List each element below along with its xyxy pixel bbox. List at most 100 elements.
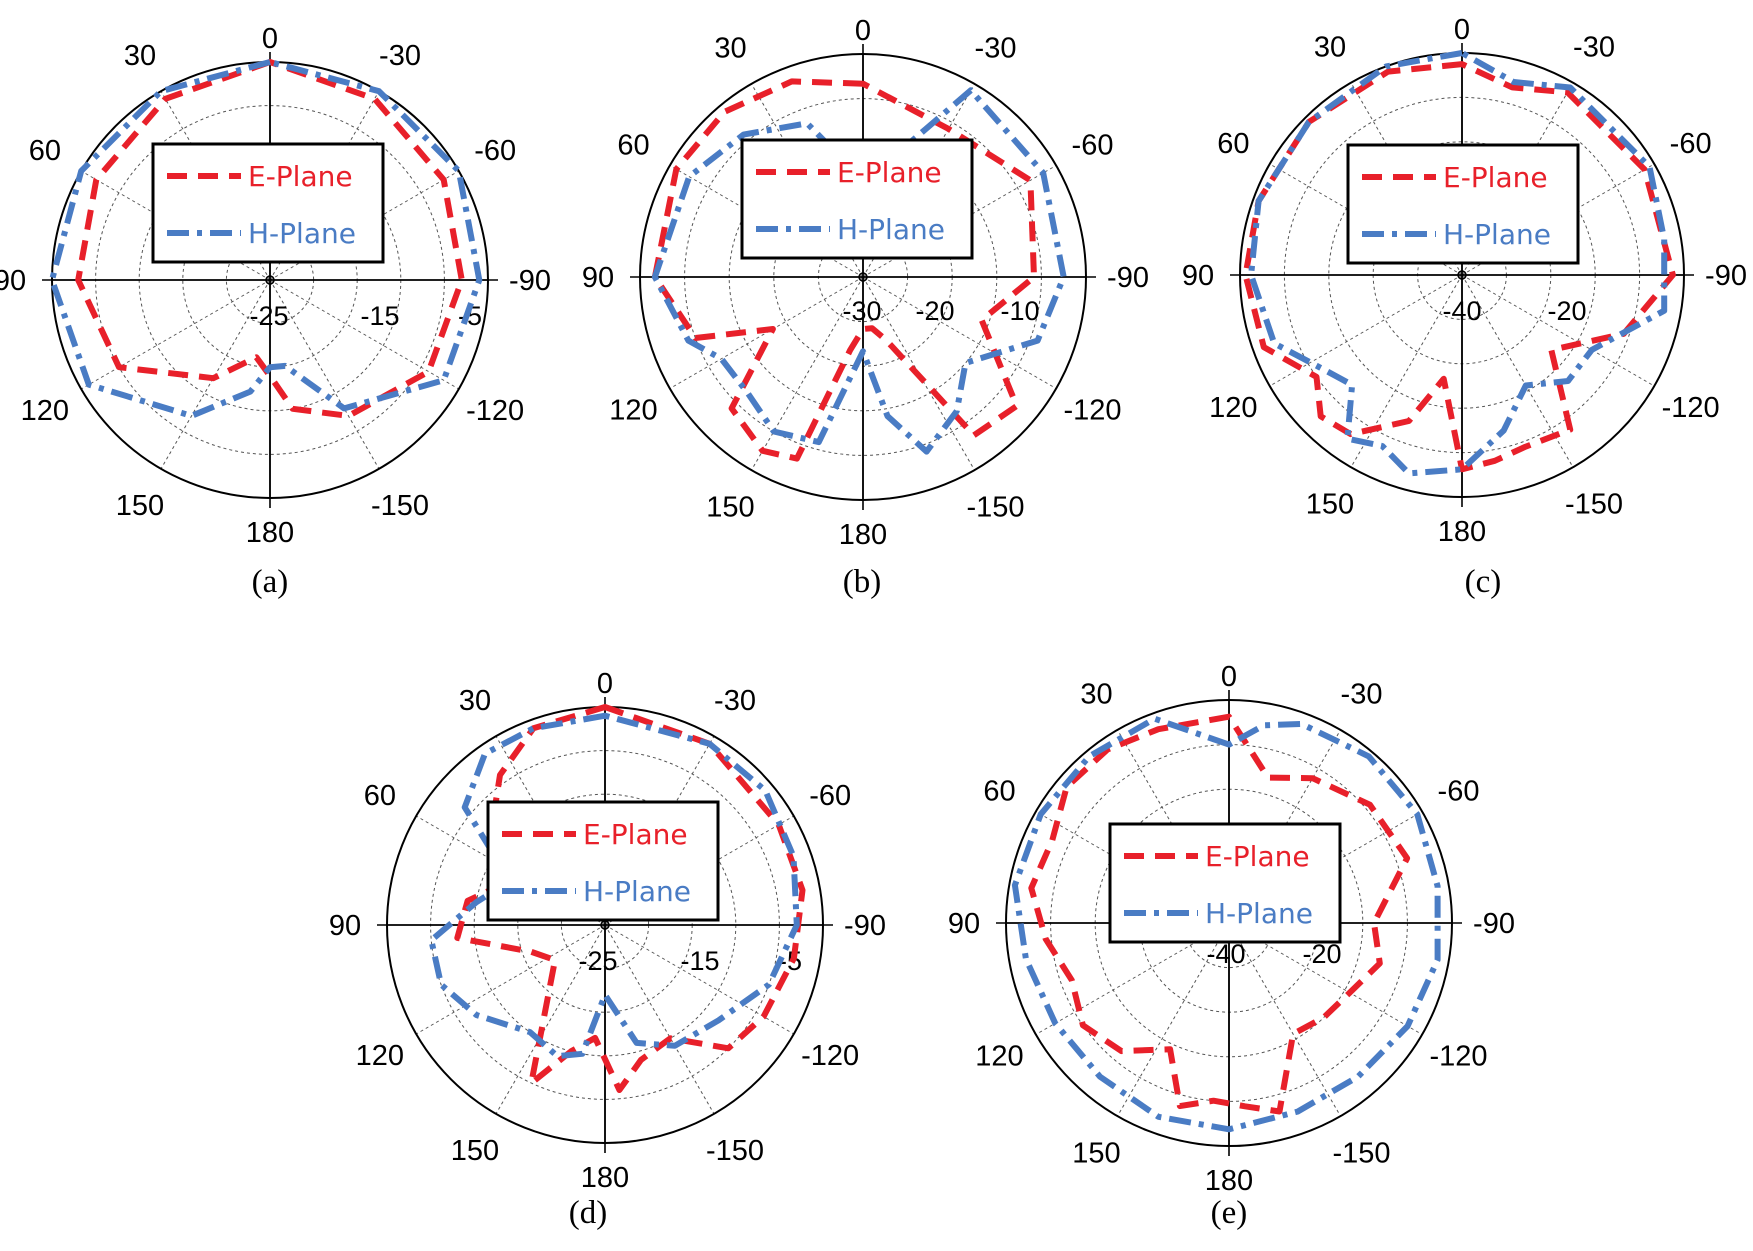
angle-label: 30 — [1314, 31, 1346, 63]
angle-label: -60 — [474, 135, 516, 167]
radial-tick-label: -30 — [842, 296, 881, 326]
angle-label: 0 — [597, 668, 613, 700]
panel-caption: (b) — [843, 564, 881, 600]
center-marker — [265, 275, 275, 285]
h-plane-curve — [651, 87, 1067, 455]
angle-label: 0 — [855, 15, 871, 47]
angle-label: -150 — [706, 1135, 764, 1167]
angle-label: 90 — [582, 262, 614, 294]
angle-label: -150 — [1565, 489, 1623, 521]
radial-tick-label: -40 — [1442, 296, 1481, 326]
angle-label: 60 — [29, 135, 61, 167]
e-plane-legend-label: E-Plane — [837, 156, 942, 189]
angle-label: -90 — [1705, 260, 1747, 292]
angle-label: 120 — [1209, 392, 1257, 424]
grid-spoke — [1461, 274, 1574, 468]
angle-label: -30 — [1573, 31, 1615, 63]
angle-label: 60 — [617, 130, 649, 162]
angle-label: -30 — [975, 33, 1017, 65]
radial-tick-label: -20 — [1547, 296, 1586, 326]
legend-box — [151, 142, 385, 264]
panel-caption: (a) — [252, 564, 289, 600]
angle-label: 180 — [1205, 1165, 1253, 1197]
angle-label: 30 — [124, 40, 156, 72]
angle-label: 30 — [459, 685, 491, 717]
angle-label: 90 — [329, 910, 361, 942]
angle-label: 90 — [0, 265, 26, 297]
outer-circle — [1005, 699, 1453, 1147]
e-plane-curve — [75, 59, 465, 419]
radial-tick-label: -40 — [1206, 939, 1245, 969]
radial-tick-label: -20 — [915, 296, 954, 326]
angle-label: -120 — [801, 1040, 859, 1072]
center-marker — [858, 272, 868, 282]
radial-tick-label: -20 — [1302, 939, 1341, 969]
angle-label: 120 — [356, 1040, 404, 1072]
angle-label: 180 — [246, 517, 294, 549]
legend: E-Plane H-Plane — [486, 800, 720, 922]
angle-label: 90 — [1182, 260, 1214, 292]
angle-label: -30 — [379, 40, 421, 72]
angle-label: -120 — [1063, 395, 1121, 427]
angle-label: -150 — [1332, 1137, 1390, 1169]
angle-label: -120 — [466, 395, 524, 427]
angle-label: 60 — [983, 776, 1015, 808]
e-plane-legend-label: E-Plane — [583, 818, 688, 851]
angle-label: -150 — [966, 491, 1024, 523]
grid-spoke — [1269, 274, 1463, 387]
grid-spoke — [862, 276, 975, 471]
angle-label: -90 — [844, 910, 886, 942]
legend: E-Plane H-Plane — [740, 138, 974, 260]
grid-spoke — [862, 276, 1057, 389]
grid-spoke — [1228, 922, 1341, 1117]
h-plane-legend-label: H-Plane — [1443, 218, 1551, 251]
angle-label: 120 — [609, 395, 657, 427]
angle-label: 60 — [364, 780, 396, 812]
angle-label: 180 — [839, 519, 887, 551]
radial-tick-label: -25 — [249, 301, 288, 331]
angle-label: 150 — [706, 491, 754, 523]
angle-label: 60 — [1217, 128, 1249, 160]
angle-label: 90 — [948, 908, 980, 940]
angle-label: -60 — [1072, 130, 1114, 162]
grid-spoke — [80, 279, 271, 390]
angle-label: -30 — [714, 685, 756, 717]
grid-spoke — [1117, 922, 1230, 1117]
angle-label: 30 — [1080, 679, 1112, 711]
angle-label: -60 — [1670, 128, 1712, 160]
e-plane-legend-label: E-Plane — [1205, 840, 1310, 873]
angle-label: -120 — [1429, 1041, 1487, 1073]
panel-caption: (d) — [569, 1195, 607, 1231]
radial-tick-label: -10 — [1000, 296, 1039, 326]
legend-box — [1346, 143, 1580, 265]
legend: E-Plane H-Plane — [1346, 143, 1580, 265]
radial-tick-label: -15 — [680, 946, 719, 976]
grid-spoke — [269, 279, 380, 470]
grid-spoke — [269, 279, 460, 390]
e-plane-curve — [651, 78, 1037, 462]
radial-tick-label: -15 — [360, 301, 399, 331]
angle-label: 0 — [1221, 661, 1237, 693]
h-plane-legend-label: H-Plane — [248, 217, 356, 250]
grid-spoke — [604, 924, 715, 1115]
polar-panel-b: 0 -30 -60 -90 -120 -150 180 150 120 90 60 30 -30 -20 -… — [582, 15, 1149, 600]
panel-caption: (c) — [1465, 564, 1502, 600]
angle-label: 150 — [1306, 489, 1354, 521]
e-plane-legend-label: E-Plane — [248, 160, 353, 193]
h-plane-legend-label: H-Plane — [583, 875, 691, 908]
angle-label: 0 — [262, 23, 278, 55]
angle-label: -150 — [371, 490, 429, 522]
angle-label: -90 — [1107, 262, 1149, 294]
angle-label: -120 — [1662, 392, 1720, 424]
radial-tick-label: -25 — [578, 946, 617, 976]
grid-spoke — [1350, 274, 1463, 468]
grid-spoke — [669, 276, 864, 389]
h-plane-curve — [1011, 715, 1441, 1133]
angle-label: -90 — [1473, 908, 1515, 940]
grid-spoke — [751, 276, 864, 471]
outer-circle — [639, 53, 1087, 501]
center-marker — [1457, 270, 1467, 280]
